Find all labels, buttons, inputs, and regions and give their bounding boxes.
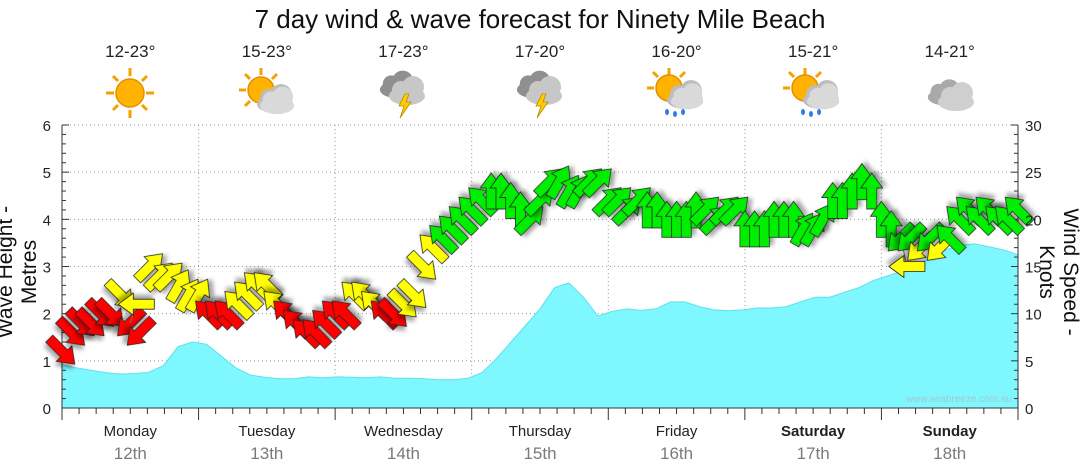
day-temperature: 15-21°	[788, 42, 839, 61]
left-tick-label: 3	[43, 260, 51, 277]
wind-arrow	[126, 315, 157, 346]
wind-arrow	[165, 269, 191, 305]
day-date-label: 14th	[387, 444, 420, 463]
day-name-label: Thursday	[509, 423, 572, 440]
wind-arrow	[581, 168, 612, 199]
wind-arrow	[312, 309, 343, 340]
wind-arrow	[419, 234, 450, 265]
wind-arrow	[429, 224, 460, 256]
day-temperature: 16-20°	[651, 42, 702, 61]
right-tick-label: 5	[1025, 354, 1033, 371]
left-tick-label: 6	[43, 118, 51, 135]
day-name-label: Sunday	[923, 423, 978, 440]
wind-arrow	[994, 206, 1026, 237]
day-date-label: 18th	[933, 444, 966, 463]
thunderstorm-icon	[508, 66, 572, 120]
wind-arrow	[936, 224, 967, 256]
wind-arrow	[718, 196, 749, 227]
watermark-text: www.seabreeze.com.au	[905, 394, 1012, 405]
wave-height-line	[61, 243, 1019, 381]
day-date-label: 13th	[250, 444, 283, 463]
wind-arrow	[946, 206, 977, 237]
wind-arrow	[152, 262, 183, 293]
day-temperature: 14-21°	[924, 42, 975, 61]
sunny-icon	[98, 66, 162, 120]
left-tick-label: 4	[43, 212, 51, 229]
sun-shower-icon	[781, 66, 845, 120]
day-name-label: Tuesday	[238, 423, 295, 440]
wave-height-area	[62, 243, 1018, 408]
wind-arrow	[234, 281, 265, 312]
right-tick-label: 30	[1025, 118, 1042, 135]
wind-arrow	[224, 290, 255, 322]
wind-arrow	[1004, 196, 1035, 227]
wind-arrow	[965, 206, 996, 237]
partly-cloudy-icon	[235, 66, 299, 120]
wind-gust-arrow	[117, 292, 155, 316]
right-tick-label: 10	[1025, 307, 1042, 324]
right-tick-label: 15	[1025, 260, 1042, 277]
left-tick-label: 1	[43, 354, 51, 371]
chart-title: 7 day wind & wave forecast for Ninety Mi…	[254, 4, 826, 34]
day-date-label: 16th	[660, 444, 693, 463]
wind-arrow	[331, 300, 362, 331]
left-tick-label: 0	[43, 401, 51, 418]
day-temperature: 17-23°	[378, 42, 429, 61]
day-name-label: Monday	[104, 423, 158, 440]
wind-arrow	[302, 319, 333, 350]
wind-arrow	[438, 215, 470, 246]
cloudy-icon	[918, 66, 982, 120]
day-name-label: Friday	[656, 423, 698, 440]
day-date-label: 15th	[523, 444, 556, 463]
wind-arrow	[396, 277, 427, 309]
wind-arrow	[688, 196, 720, 227]
wind-arrow	[45, 334, 76, 365]
right-tick-label: 0	[1025, 401, 1033, 418]
wind-arrow	[448, 206, 479, 237]
wind-arrow	[214, 300, 245, 331]
wind-arrow	[458, 196, 489, 227]
wind-arrow	[132, 253, 164, 284]
left-tick-label: 5	[43, 165, 51, 182]
wind-arrow	[93, 296, 125, 327]
day-date-label: 17th	[797, 444, 830, 463]
wind-arrow	[406, 249, 437, 280]
day-temperature: 12-23°	[105, 42, 156, 61]
wind-arrow	[545, 165, 572, 201]
day-date-label: 12th	[114, 444, 147, 463]
right-tick-label: 20	[1025, 212, 1042, 229]
wind-arrow	[184, 278, 211, 314]
wind-arrow	[601, 187, 632, 218]
day-name-label: Wednesday	[364, 423, 443, 440]
day-name-label: Saturday	[781, 423, 846, 440]
wind-gust-arrow	[888, 254, 926, 279]
wind-arrow	[859, 172, 884, 210]
left-tick-label: 2	[43, 307, 51, 324]
day-temperature: 15-23°	[241, 42, 292, 61]
day-temperature: 17-20°	[514, 42, 566, 61]
thunderstorm-icon	[371, 66, 435, 120]
sun-shower-icon	[645, 66, 709, 120]
right-tick-label: 25	[1025, 165, 1042, 182]
